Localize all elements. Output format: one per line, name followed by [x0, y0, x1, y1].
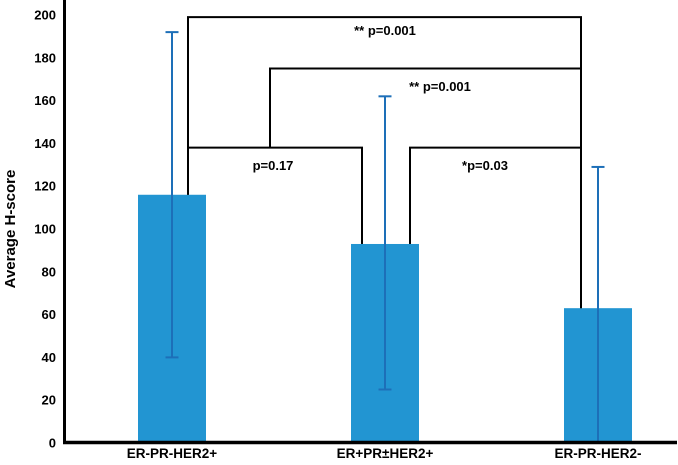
- y-tick-label: 100: [34, 222, 56, 237]
- y-tick-label: 40: [42, 350, 56, 365]
- y-tick-label: 0: [49, 436, 56, 451]
- error-bars: [165, 31, 605, 443]
- p-value-label: ** p=0.001: [409, 79, 471, 94]
- y-tick-label: 60: [42, 307, 56, 322]
- y-tick-label: 180: [34, 50, 56, 65]
- y-tick-label: 200: [34, 8, 56, 23]
- y-tick-labels: 0 20 40 60 80 100 120 140 160 180 200: [34, 8, 56, 451]
- y-tick-label: 120: [34, 179, 56, 194]
- y-tick-label: 140: [34, 136, 56, 151]
- y-axis-title: Average H-score: [2, 170, 19, 289]
- axes: [63, 0, 677, 445]
- x-category-labels: ER-PR-HER2+ ER+PR±HER2+ ER-PR-HER2-: [127, 446, 642, 461]
- y-tick-label: 80: [42, 264, 56, 279]
- p-value-label: p=0.17: [253, 158, 294, 173]
- significance-brackets: ** p=0.001 ** p=0.001 p=0.17 *p=0.03: [187, 16, 582, 309]
- y-tick-label: 160: [34, 93, 56, 108]
- y-tick-label: 20: [42, 393, 56, 408]
- x-category-label: ER-PR-HER2-: [554, 446, 641, 461]
- p-value-label: ** p=0.001: [354, 23, 416, 38]
- x-category-label: ER-PR-HER2+: [127, 446, 218, 461]
- x-category-label: ER+PR±HER2+: [337, 446, 434, 461]
- p-value-label: *p=0.03: [462, 158, 508, 173]
